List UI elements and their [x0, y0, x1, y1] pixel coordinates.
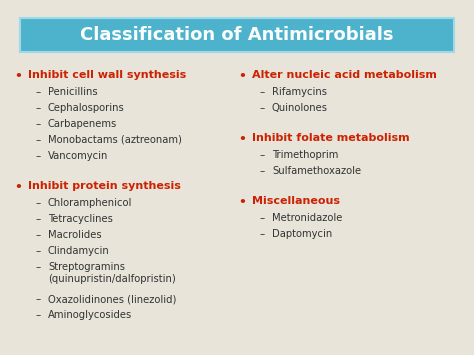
- Text: Carbapenems: Carbapenems: [48, 119, 117, 129]
- Text: Trimethoprim: Trimethoprim: [272, 150, 338, 160]
- Text: –: –: [36, 119, 41, 129]
- Text: Inhibit protein synthesis: Inhibit protein synthesis: [28, 181, 181, 191]
- Text: Vancomycin: Vancomycin: [48, 151, 109, 161]
- Text: Miscellaneous: Miscellaneous: [252, 196, 340, 206]
- Text: •: •: [238, 196, 246, 209]
- Text: Inhibit cell wall synthesis: Inhibit cell wall synthesis: [28, 70, 186, 80]
- Text: Clindamycin: Clindamycin: [48, 246, 110, 256]
- Text: Classification of Antimicrobials: Classification of Antimicrobials: [80, 26, 394, 44]
- Text: –: –: [36, 135, 41, 145]
- Text: –: –: [36, 87, 41, 97]
- Text: •: •: [14, 181, 22, 194]
- Text: Oxazolidinones (linezolid): Oxazolidinones (linezolid): [48, 294, 176, 304]
- Text: –: –: [259, 87, 264, 97]
- Text: –: –: [36, 151, 41, 161]
- Text: Monobactams (aztreonam): Monobactams (aztreonam): [48, 135, 182, 145]
- Text: Alter nucleic acid metabolism: Alter nucleic acid metabolism: [252, 70, 437, 80]
- Text: •: •: [14, 70, 22, 83]
- Text: Aminoglycosides: Aminoglycosides: [48, 310, 132, 320]
- Text: –: –: [36, 262, 41, 272]
- Text: Tetracyclines: Tetracyclines: [48, 214, 113, 224]
- Text: –: –: [259, 213, 264, 223]
- Text: –: –: [259, 103, 264, 113]
- Text: –: –: [259, 166, 264, 176]
- Text: –: –: [36, 230, 41, 240]
- FancyBboxPatch shape: [20, 18, 454, 52]
- Text: –: –: [36, 246, 41, 256]
- Text: –: –: [36, 310, 41, 320]
- Text: Cephalosporins: Cephalosporins: [48, 103, 125, 113]
- Text: Sulfamethoxazole: Sulfamethoxazole: [272, 166, 361, 176]
- Text: Penicillins: Penicillins: [48, 87, 98, 97]
- Text: –: –: [36, 198, 41, 208]
- Text: Quinolones: Quinolones: [272, 103, 328, 113]
- Text: –: –: [36, 103, 41, 113]
- Text: •: •: [238, 133, 246, 146]
- Text: Macrolides: Macrolides: [48, 230, 101, 240]
- Text: –: –: [36, 294, 41, 304]
- Text: •: •: [238, 70, 246, 83]
- Text: –: –: [259, 229, 264, 239]
- Text: –: –: [36, 214, 41, 224]
- Text: –: –: [259, 150, 264, 160]
- Text: Inhibit folate metabolism: Inhibit folate metabolism: [252, 133, 410, 143]
- Text: Chloramphenicol: Chloramphenicol: [48, 198, 132, 208]
- Text: Daptomycin: Daptomycin: [272, 229, 332, 239]
- Text: Rifamycins: Rifamycins: [272, 87, 327, 97]
- Text: Streptogramins
(quinupristin/dalfopristin): Streptogramins (quinupristin/dalfopristi…: [48, 262, 176, 284]
- Text: Metronidazole: Metronidazole: [272, 213, 342, 223]
